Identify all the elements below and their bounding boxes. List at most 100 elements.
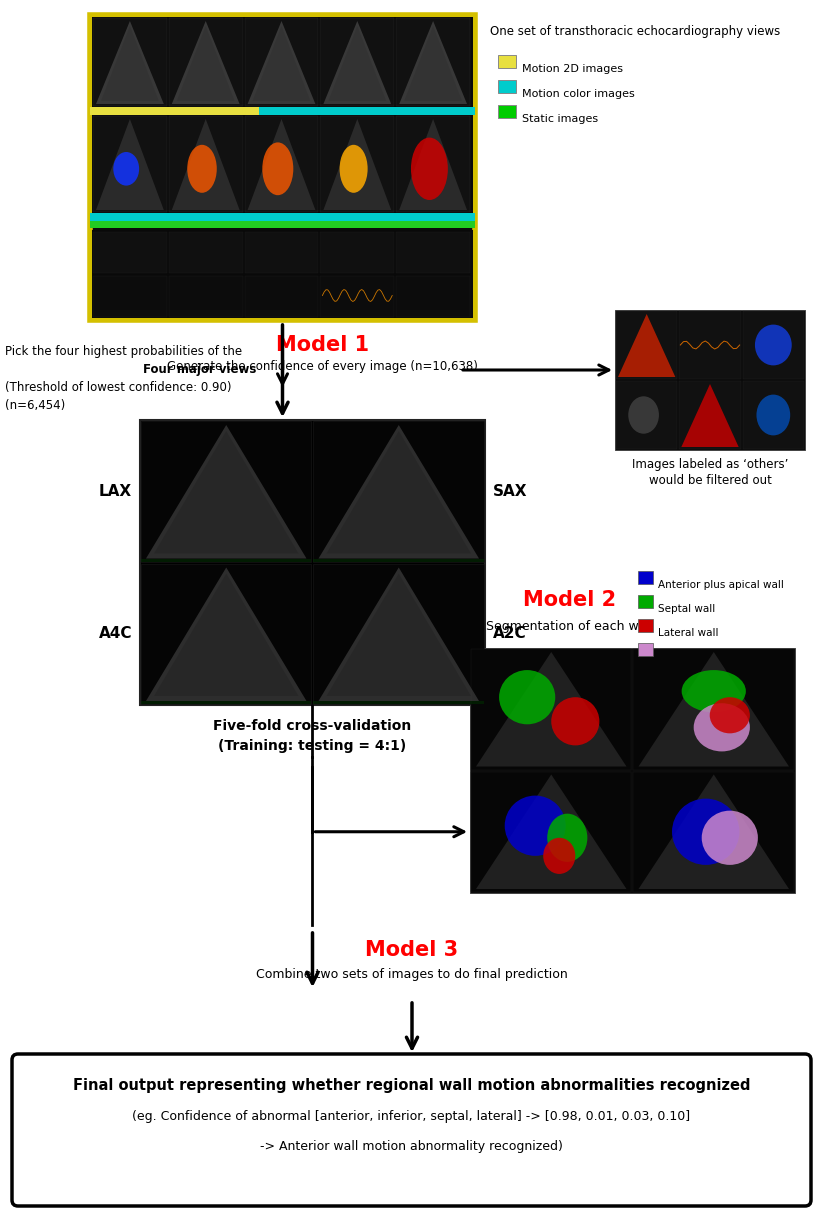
Bar (638, 595, 653, 608)
Bar (92, 230, 473, 318)
Polygon shape (172, 21, 239, 104)
Text: Generate the confidence of every image (n=10,638): Generate the confidence of every image (… (167, 360, 478, 373)
Polygon shape (639, 652, 789, 767)
Ellipse shape (499, 671, 556, 724)
Polygon shape (154, 431, 299, 554)
Text: Septal wall: Septal wall (658, 604, 715, 614)
Polygon shape (96, 21, 164, 104)
Polygon shape (319, 567, 479, 701)
Bar (471, 649, 631, 769)
Text: Images labeled as ‘others’: Images labeled as ‘others’ (632, 458, 788, 471)
Polygon shape (681, 384, 739, 447)
Bar (742, 382, 804, 450)
Bar (314, 422, 484, 561)
Text: LAX: LAX (99, 484, 132, 498)
Polygon shape (327, 573, 471, 696)
Polygon shape (96, 119, 164, 210)
Bar (320, 276, 394, 317)
Text: (Threshold of lowest confidence: 0.90): (Threshold of lowest confidence: 0.90) (5, 382, 231, 394)
Polygon shape (101, 26, 159, 101)
Text: Motion 2D images: Motion 2D images (522, 64, 623, 74)
Text: Inferior wall: Inferior wall (658, 652, 720, 662)
Bar (638, 571, 653, 584)
Bar (141, 564, 311, 703)
Bar (314, 701, 484, 703)
Bar (320, 232, 394, 273)
Polygon shape (328, 26, 386, 101)
Polygon shape (404, 26, 462, 101)
Text: would be filtered out: would be filtered out (649, 474, 771, 487)
Text: -> Anterior wall motion abnormality recognized): -> Anterior wall motion abnormality reco… (260, 1140, 563, 1153)
Text: (n=6,454): (n=6,454) (5, 399, 65, 412)
Polygon shape (618, 313, 676, 377)
Polygon shape (253, 26, 310, 101)
Bar (93, 232, 167, 273)
Bar (616, 382, 677, 450)
Bar (244, 18, 319, 106)
Bar (615, 310, 805, 450)
Bar (169, 232, 243, 273)
Polygon shape (327, 431, 471, 554)
Bar (169, 18, 243, 106)
Ellipse shape (551, 697, 599, 745)
Ellipse shape (702, 810, 758, 865)
Ellipse shape (188, 145, 216, 193)
Bar (616, 311, 677, 379)
Text: (eg. Confidence of abnormal [anterior, inferior, septal, lateral] -> [0.98, 0.01: (eg. Confidence of abnormal [anterior, i… (133, 1111, 690, 1123)
Polygon shape (476, 774, 626, 889)
Bar (244, 276, 319, 317)
Polygon shape (172, 119, 239, 210)
Bar (244, 232, 319, 273)
Bar (742, 311, 804, 379)
Bar (396, 18, 470, 106)
Text: Static images: Static images (522, 114, 598, 124)
Bar (141, 559, 311, 561)
Bar (90, 15, 475, 320)
Ellipse shape (340, 145, 368, 193)
Bar (90, 221, 475, 228)
Bar (169, 115, 243, 211)
Bar (93, 18, 167, 106)
Polygon shape (476, 652, 626, 767)
Bar (140, 420, 485, 705)
Bar (320, 115, 394, 211)
Bar (634, 649, 794, 769)
Bar (498, 80, 516, 94)
Polygon shape (319, 425, 479, 559)
Bar (169, 276, 243, 317)
Bar (92, 17, 473, 107)
Text: Anterior plus apical wall: Anterior plus apical wall (658, 580, 783, 590)
Ellipse shape (672, 798, 739, 865)
Ellipse shape (628, 396, 659, 434)
Ellipse shape (694, 703, 750, 751)
Polygon shape (154, 573, 299, 696)
Bar (396, 276, 470, 317)
Text: Five-fold cross-validation: Five-fold cross-validation (213, 719, 412, 733)
Text: Four major views: Four major views (143, 363, 257, 375)
Polygon shape (323, 119, 391, 210)
Bar (90, 107, 259, 115)
Bar (314, 559, 484, 561)
Bar (679, 382, 741, 450)
Ellipse shape (543, 838, 575, 874)
Bar (396, 115, 470, 211)
Text: SAX: SAX (493, 484, 528, 498)
Bar (638, 618, 653, 632)
Bar (471, 772, 631, 892)
Text: A4C: A4C (99, 626, 132, 642)
Polygon shape (248, 119, 315, 210)
Text: A2C: A2C (493, 626, 527, 642)
Bar (93, 115, 167, 211)
Text: Motion color images: Motion color images (522, 89, 635, 98)
Text: Segmentation of each wall: Segmentation of each wall (486, 620, 653, 633)
Text: Combine two sets of images to do final prediction: Combine two sets of images to do final p… (256, 968, 568, 981)
Bar (638, 643, 653, 656)
Text: Model 1: Model 1 (276, 335, 369, 355)
Ellipse shape (709, 697, 750, 734)
Polygon shape (146, 567, 306, 701)
Bar (679, 311, 741, 379)
Ellipse shape (755, 324, 792, 366)
Text: Lateral wall: Lateral wall (658, 628, 718, 638)
Text: Model 2: Model 2 (523, 590, 616, 610)
Text: Pick the four highest probabilities of the: Pick the four highest probabilities of t… (5, 345, 242, 358)
